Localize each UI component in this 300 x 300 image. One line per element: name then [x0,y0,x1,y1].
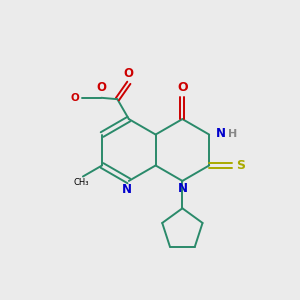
Text: S: S [236,159,245,172]
Text: N: N [122,183,131,196]
Text: O: O [177,81,188,94]
Text: O: O [71,93,80,103]
Text: O: O [124,67,134,80]
Text: O: O [97,81,107,94]
Text: N: N [216,127,226,140]
Text: N: N [177,182,188,195]
Text: H: H [228,129,238,139]
Text: CH₃: CH₃ [74,178,89,187]
